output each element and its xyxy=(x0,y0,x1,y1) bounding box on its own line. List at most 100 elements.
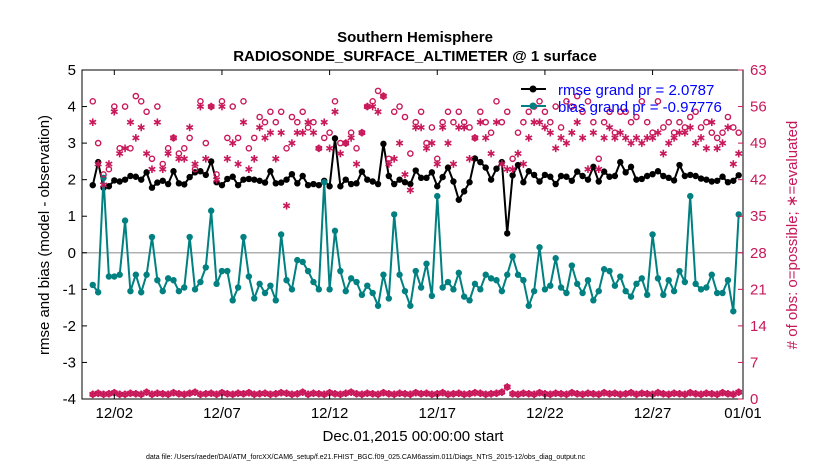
data-point xyxy=(401,179,409,186)
obs-evaluated-marker xyxy=(568,388,576,397)
obs-evaluated-marker xyxy=(218,102,226,111)
x-axis: 12/02 12/07 12/12 12/17 12/22 12/27 01/01 xyxy=(96,70,762,422)
obs-evaluated-marker xyxy=(159,165,167,174)
obs-evaluated-marker xyxy=(94,389,102,398)
obs-evaluated-marker xyxy=(525,134,533,142)
y-tick-label: 3 xyxy=(68,135,76,152)
obs-evaluated-marker xyxy=(702,144,711,153)
data-point xyxy=(487,176,495,183)
obs-evaluated-marker xyxy=(266,128,275,137)
plot-area xyxy=(82,70,743,399)
data-point xyxy=(660,172,667,180)
obs-possible-marker xyxy=(272,118,280,126)
obs-evaluated-marker xyxy=(444,139,452,147)
obs-evaluated-marker xyxy=(336,390,345,399)
legend-rmse-label: rmse grand pr = 2.0787 xyxy=(558,82,714,99)
obs-evaluated-marker xyxy=(342,139,350,147)
obs-possible-marker xyxy=(186,134,193,142)
data-point xyxy=(385,295,393,302)
obs-evaluated-marker xyxy=(605,123,614,132)
data-point xyxy=(627,293,635,300)
data-point xyxy=(358,291,366,299)
obs-possible-marker xyxy=(154,103,161,110)
data-point xyxy=(692,280,699,288)
obs-evaluated-marker xyxy=(304,118,312,127)
data-point xyxy=(460,293,468,300)
data-point xyxy=(267,168,274,175)
data-point xyxy=(654,275,662,282)
data-point xyxy=(638,175,646,183)
obs-evaluated-marker xyxy=(718,139,727,147)
data-point xyxy=(127,287,134,295)
data-point xyxy=(337,183,344,190)
data-point xyxy=(191,286,199,293)
data-point xyxy=(530,287,538,295)
data-point xyxy=(277,231,285,238)
obs-evaluated-marker xyxy=(498,388,506,397)
obs-evaluated-marker xyxy=(519,160,528,168)
data-point xyxy=(504,271,511,278)
data-point xyxy=(251,176,258,183)
data-point xyxy=(434,192,441,200)
obs-possible-marker xyxy=(121,103,129,110)
obs-evaluated-marker xyxy=(401,170,409,179)
y-tick-label: -3 xyxy=(63,354,76,371)
obs-evaluated-marker xyxy=(202,154,210,163)
obs-evaluated-marker xyxy=(390,154,398,163)
obs-evaluated-marker xyxy=(648,134,657,142)
data-point xyxy=(288,170,296,178)
obs-evaluated-marker xyxy=(638,139,646,147)
obs-evaluated-marker xyxy=(169,388,178,397)
data-point xyxy=(552,255,559,262)
obs-evaluated-marker xyxy=(589,128,598,137)
data-point xyxy=(256,280,263,288)
obs-possible-marker xyxy=(390,108,398,116)
data-point xyxy=(681,278,689,286)
data-point xyxy=(132,173,140,180)
obs-evaluated-marker xyxy=(250,154,258,163)
obs-evaluated-marker xyxy=(735,388,743,397)
data-point xyxy=(509,253,516,260)
obs-possible-marker xyxy=(100,171,107,178)
obs-possible-marker xyxy=(697,124,705,131)
obs-possible-marker xyxy=(482,118,490,126)
obs-evaluated-marker xyxy=(153,118,162,127)
obs-evaluated-marker xyxy=(191,388,199,397)
data-point xyxy=(423,174,430,182)
obs-evaluated-marker xyxy=(229,390,237,399)
obs-evaluated-marker xyxy=(438,123,447,132)
data-point xyxy=(417,174,425,182)
obs-possible-marker xyxy=(730,124,737,131)
data-point xyxy=(154,276,161,284)
data-point xyxy=(428,292,436,300)
data-point xyxy=(627,163,635,171)
obs-evaluated-marker xyxy=(422,389,431,398)
obs-evaluated-marker xyxy=(686,388,694,397)
obs-evaluated-marker xyxy=(686,123,694,132)
data-point xyxy=(251,295,258,302)
data-point xyxy=(315,286,323,293)
obs-possible-marker xyxy=(498,118,506,126)
obs-evaluated-marker xyxy=(331,107,339,116)
data-point xyxy=(369,178,376,185)
data-point xyxy=(369,289,376,297)
x-tick-label: 12/22 xyxy=(526,405,564,422)
data-point xyxy=(224,267,231,275)
obs-evaluated-marker xyxy=(255,123,264,132)
data-point xyxy=(730,177,737,184)
obs-possible-marker xyxy=(557,124,565,131)
data-point xyxy=(498,287,506,295)
obs-evaluated-marker xyxy=(142,149,151,158)
obs-evaluated-marker xyxy=(390,390,398,399)
data-point xyxy=(568,262,576,269)
data-point xyxy=(186,173,193,181)
data-point xyxy=(261,179,269,186)
data-point xyxy=(568,177,576,184)
data-point xyxy=(234,181,242,189)
obs-evaluated-marker xyxy=(530,390,538,399)
y2-tick-label: 35 xyxy=(750,208,767,225)
obs-possible-marker xyxy=(283,145,290,152)
y2-tick-label: 28 xyxy=(750,245,767,262)
y-tick-label: 1 xyxy=(68,208,76,225)
data-point xyxy=(557,284,565,291)
